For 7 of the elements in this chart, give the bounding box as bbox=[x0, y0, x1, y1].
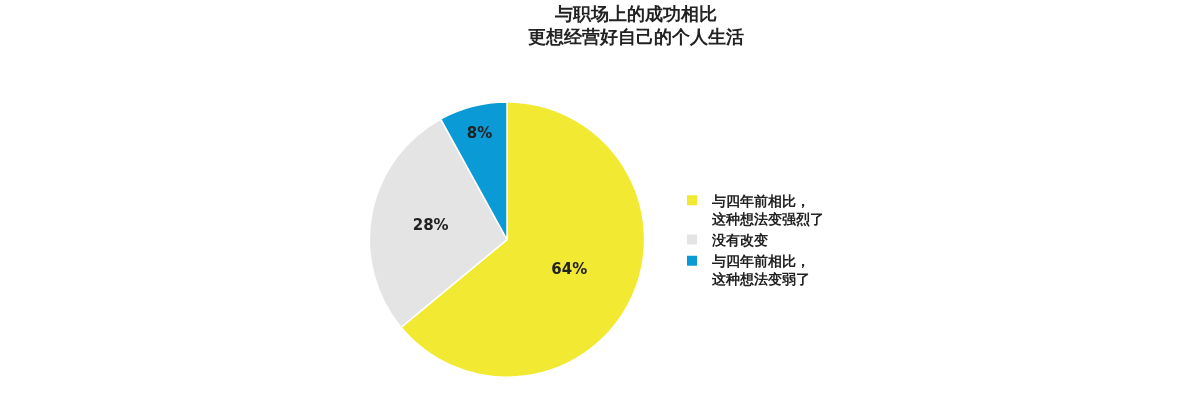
chart-title: 与职场上的成功相比更想经营好自己的个人生活 bbox=[528, 3, 744, 48]
legend-label: 与四年前相比，这种想法变弱了 bbox=[711, 253, 810, 288]
data-label: 8% bbox=[466, 123, 493, 142]
legend-label: 没有改变 bbox=[711, 232, 768, 249]
legend-label: 与四年前相比，这种想法变强烈了 bbox=[711, 192, 824, 227]
data-label: 64% bbox=[551, 259, 588, 278]
data-label: 28% bbox=[412, 216, 449, 235]
